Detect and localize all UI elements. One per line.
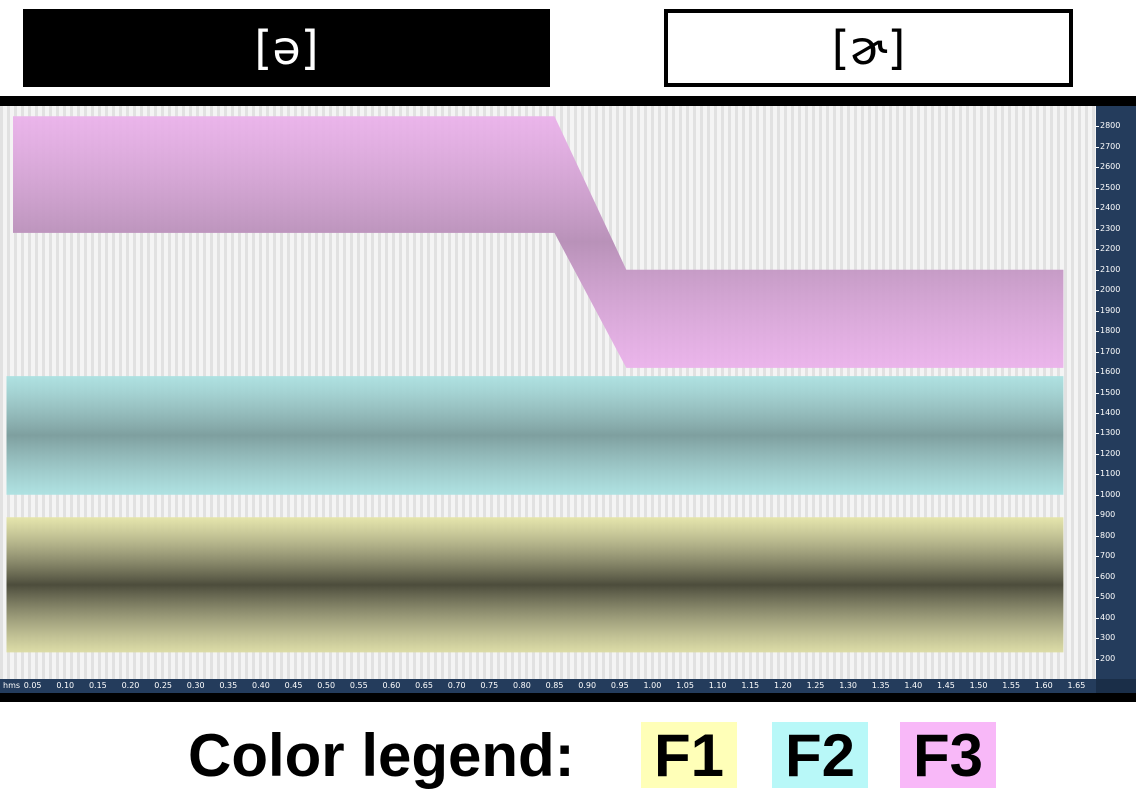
x-tick-label: 1.10: [708, 681, 727, 690]
time-axis: hms 0.05 0.10 0.15 0.20 0.25 0.30 0.35 0.40 0.45…: [0, 679, 1096, 693]
spectrogram-plot: [0, 106, 1096, 679]
x-tick-label: 0.20: [121, 681, 140, 690]
y-tick-label: 300: [1095, 633, 1116, 643]
x-tick-label: 0.30: [186, 681, 205, 690]
legend-title: Color legend:: [188, 722, 575, 789]
x-tick-label: 1.55: [1002, 681, 1021, 690]
segment-label-schwa: [ə]: [23, 9, 550, 87]
segment-label-rhotic-schwa: [ɚ]: [664, 9, 1073, 87]
y-tick-label: 700: [1095, 551, 1116, 561]
y-tick-label: 800: [1095, 530, 1116, 540]
color-legend: Color legend: F1 F2 F3: [0, 716, 1136, 796]
x-tick-label: 1.20: [773, 681, 792, 690]
y-tick-label: 1100: [1095, 469, 1121, 479]
y-tick-label: 500: [1095, 592, 1116, 602]
x-tick-label: 1.25: [806, 681, 825, 690]
y-tick-label: 1600: [1095, 367, 1121, 377]
y-tick-label: 2200: [1095, 244, 1121, 254]
axis-corner: [1096, 679, 1136, 693]
y-tick-label: 1000: [1095, 489, 1121, 499]
formant-energy-f1: [6, 517, 1064, 653]
x-tick-label: 1.50: [969, 681, 988, 690]
bottom-divider: [0, 693, 1136, 702]
top-divider: [0, 96, 1136, 106]
x-tick-label: 0.85: [545, 681, 564, 690]
x-tick-label: 1.05: [676, 681, 694, 690]
y-tick-label: 2700: [1095, 141, 1121, 151]
x-tick-label: 1.30: [839, 681, 857, 690]
formant-energy-f2: [6, 376, 1064, 495]
y-tick-label: 1700: [1095, 346, 1121, 356]
y-tick-label: 1500: [1095, 387, 1121, 397]
y-tick-label: 1800: [1095, 326, 1121, 336]
x-tick-label: 1.40: [904, 681, 923, 690]
x-tick-label: 1.35: [871, 681, 890, 690]
y-tick-label: 1900: [1095, 305, 1121, 315]
x-tick-label: 1.60: [1034, 681, 1053, 690]
legend-chip-f3: F3: [900, 722, 996, 789]
x-tick-label: 0.05: [23, 681, 42, 690]
x-tick-label: 0.95: [610, 681, 629, 690]
x-tick-label: 1.15: [741, 681, 760, 690]
legend-chip-f1: F1: [641, 722, 737, 789]
x-tick-label: 0.45: [284, 681, 303, 690]
x-tick-label: 0.10: [56, 681, 75, 690]
y-tick-label: 2100: [1095, 264, 1121, 274]
y-tick-label: 2000: [1095, 285, 1121, 295]
spectrogram-svg: [0, 106, 1096, 679]
x-tick-label: 0.60: [382, 681, 401, 690]
x-tick-label: 0.40: [252, 681, 270, 690]
frequency-axis: 200 300 400 500 600 700 800 900 1000 1100 1200 1300…: [1095, 106, 1136, 693]
y-tick-label: 1200: [1095, 448, 1121, 458]
y-tick-label: 1400: [1095, 407, 1121, 417]
y-tick-label: 200: [1095, 653, 1116, 663]
x-tick-label: 1.00: [643, 681, 662, 690]
x-tick-label: 0.90: [578, 681, 597, 690]
y-tick-label: 400: [1095, 612, 1116, 622]
x-tick-label: 0.80: [512, 681, 531, 690]
x-tick-label: 0.70: [447, 681, 466, 690]
x-tick-label: 0.75: [480, 681, 499, 690]
y-tick-label: 2500: [1095, 182, 1121, 192]
x-tick-label: 0.65: [415, 681, 433, 690]
x-tick-label: 0.55: [349, 681, 368, 690]
y-tick-label: 2300: [1095, 223, 1121, 233]
y-tick-label: 1300: [1095, 428, 1121, 438]
y-tick-label: 900: [1095, 510, 1116, 520]
legend-chip-f2: F2: [772, 722, 868, 789]
time-unit-label: hms: [3, 681, 21, 690]
x-tick-label: 0.15: [88, 681, 107, 690]
x-tick-label: 1.45: [937, 681, 955, 690]
y-tick-label: 600: [1095, 571, 1116, 581]
y-tick-label: 2600: [1095, 162, 1121, 172]
y-tick-label: 2400: [1095, 203, 1121, 213]
y-tick-label: 2800: [1095, 121, 1121, 131]
x-tick-label: 0.35: [219, 681, 238, 690]
x-tick-label: 1.65: [1067, 681, 1086, 690]
x-tick-label: 0.50: [317, 681, 336, 690]
x-tick-label: 0.25: [154, 681, 172, 690]
formant-energy-f3: [13, 116, 1064, 368]
